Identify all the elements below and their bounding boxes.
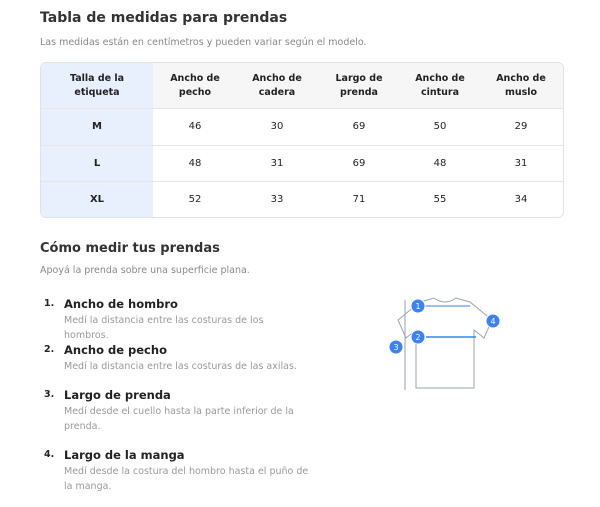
header-row: Talla de la etiqueta Ancho de pecho Ancho … [41, 63, 563, 109]
table: Talla de la etiqueta Ancho de pecho Ancho … [41, 63, 563, 217]
step-number: 1. [44, 298, 55, 309]
table-cell: 69 [317, 144, 401, 182]
step-number: 4. [44, 449, 55, 460]
table-cell: 52 [153, 181, 237, 217]
step-description: Medí desde el cuello hasta la parte infe… [64, 406, 294, 432]
step-title: Largo de la manga [64, 448, 185, 462]
table-cell: 71 [317, 181, 401, 217]
table-cell: L [41, 144, 153, 182]
marker-circle [388, 339, 404, 355]
size-table: Talla de la etiqueta Ancho de pecho Ancho … [40, 62, 564, 218]
subtitle: Las medidas están en centímetros y puede… [40, 37, 367, 48]
marker-circle [410, 329, 426, 345]
marker-circle [485, 313, 501, 329]
table-cell: 34 [479, 181, 563, 217]
title: Tabla de medidas para prendas [40, 10, 288, 26]
marker-label: 2 [415, 333, 420, 342]
table-cell: 48 [401, 144, 479, 182]
table-cell: M [41, 108, 153, 146]
table-row: L 48 31 69 48 31 [41, 144, 563, 182]
marker-circle [410, 298, 426, 314]
header-cell: Ancho de muslo [479, 63, 563, 109]
header-cell: Ancho de cadera [237, 63, 317, 109]
marker-label: 4 [490, 317, 495, 326]
step-title: Ancho de pecho [64, 343, 167, 357]
header-cell: Ancho de pecho [153, 63, 237, 109]
table-cell: 31 [237, 144, 317, 182]
header-cell: Ancho de cintura [401, 63, 479, 109]
table-cell: 33 [237, 181, 317, 217]
step-description: Medí la distancia entre las costuras de … [64, 361, 297, 372]
table-cell: 48 [153, 144, 237, 182]
table-cell: 30 [237, 108, 317, 146]
step-description: Medí la distancia entre las costuras de … [64, 315, 264, 341]
step-title: Ancho de hombro [64, 297, 178, 311]
marker-label: 3 [393, 343, 398, 352]
table-row: M 46 30 69 50 29 [41, 108, 563, 146]
marker-label: 1 [415, 302, 420, 311]
header-cell: Talla de la etiqueta [41, 63, 153, 109]
guide-title: Cómo medir tus prendas [40, 241, 220, 256]
header-cell: Largo de prenda [317, 63, 401, 109]
table-cell: 29 [479, 108, 563, 146]
table-cell: 69 [317, 108, 401, 146]
table-row: XL 52 33 71 55 34 [41, 181, 563, 217]
table-cell: XL [41, 181, 153, 217]
table-cell: 55 [401, 181, 479, 217]
step-number: 3. [44, 389, 55, 400]
shirt-outline [397, 297, 493, 389]
shirt-diagram: 1 2 3 4 [388, 297, 501, 390]
table-cell: 46 [153, 108, 237, 146]
step-title: Largo de prenda [64, 388, 171, 402]
step-description: Medí desde la costura del hombro hasta e… [64, 466, 309, 492]
guide-subtitle: Apoyá la prenda sobre una superficie pla… [40, 265, 250, 276]
table-cell: 50 [401, 108, 479, 146]
table-cell: 31 [479, 144, 563, 182]
step-number: 2. [44, 344, 55, 355]
